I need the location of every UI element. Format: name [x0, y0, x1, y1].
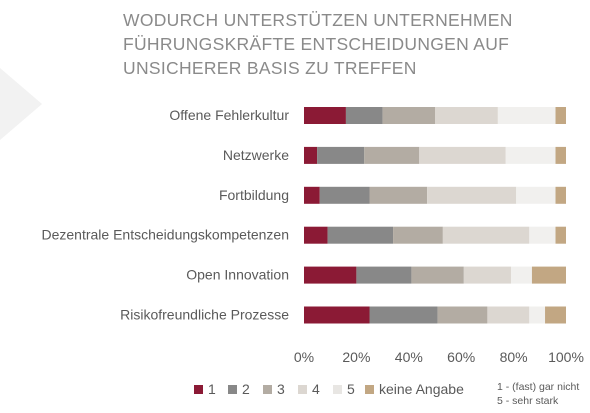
legend-label: 3	[277, 381, 285, 397]
bar-segment	[555, 107, 566, 124]
bar-segment	[442, 226, 530, 244]
decorative-arrow-shape	[0, 68, 42, 140]
bar-segment	[304, 146, 318, 164]
bar-segment	[545, 306, 566, 324]
bar-segment	[369, 306, 438, 324]
legend-swatch	[365, 385, 374, 394]
bar-segment	[411, 266, 464, 284]
x-tick-label: 40%	[395, 349, 423, 365]
chart-title-line: UNSICHERER BASIS ZU TREFFEN	[123, 58, 417, 78]
bar-segment	[304, 107, 346, 124]
category-label: Netzwerke	[223, 147, 289, 163]
bar-segment	[382, 107, 435, 124]
bar-segment	[319, 186, 370, 204]
chart-title: WODURCH UNTERSTÜTZEN UNTERNEHMEN FÜHRUNGS…	[123, 10, 513, 78]
bar-segment	[304, 186, 320, 204]
bar-segment	[505, 146, 556, 164]
bar-segment	[427, 186, 517, 204]
bar-segment	[304, 266, 357, 284]
category-label: Offene Fehlerkultur	[169, 107, 289, 123]
bar-segment	[555, 226, 566, 244]
bar-segment	[435, 107, 498, 124]
legend-label: 1	[208, 381, 216, 397]
scale-note: 1 - (fast) gar nicht 5 - sehr stark	[497, 381, 579, 407]
category-label: Risikofreundliche Prozesse	[120, 307, 289, 323]
bar-segment	[364, 146, 420, 164]
category-label: Fortbildung	[219, 187, 289, 203]
bar-segment	[369, 186, 428, 204]
x-tick-label: 100%	[548, 349, 584, 365]
chart-title-line: WODURCH UNTERSTÜTZEN UNTERNEHMEN	[123, 10, 513, 30]
bar-segment	[529, 306, 546, 324]
category-label: Dezentrale Entscheidungskompetenzen	[42, 227, 290, 243]
bar-segment	[317, 146, 365, 164]
note-line: 5 - sehr stark	[497, 395, 559, 407]
bar-segment	[437, 306, 488, 324]
bar-segment	[419, 146, 506, 164]
chart-title-line: FÜHRUNGSKRÄFTE ENTSCHEIDUNGEN AUF	[123, 34, 509, 54]
bar-segment	[531, 266, 566, 284]
legend-label: 5	[347, 381, 355, 397]
bar-segment	[529, 226, 556, 244]
bar-segment	[304, 306, 370, 324]
bar-segment	[555, 186, 566, 204]
note-line: 1 - (fast) gar nicht	[497, 381, 579, 393]
bar-segment	[510, 266, 532, 284]
category-labels: Offene Fehlerkultur Netzwerke Fortbildung D…	[42, 107, 290, 323]
bar-segment	[487, 306, 530, 324]
legend-label: 2	[242, 381, 250, 397]
x-tick-label: 60%	[447, 349, 475, 365]
bar-segment	[304, 226, 328, 244]
x-tick-label: 0%	[294, 349, 314, 365]
bar-segment	[327, 226, 394, 244]
bar-segment	[356, 266, 412, 284]
bar-segment	[555, 146, 566, 164]
x-axis-ticks: 0% 20% 40% 60% 80% 100%	[294, 349, 584, 365]
legend-label: 4	[312, 381, 320, 397]
bar-segment	[516, 186, 556, 204]
legend-swatch	[333, 385, 342, 394]
bars	[304, 107, 566, 324]
bar-segment	[393, 226, 443, 244]
category-label: Open Innovation	[186, 267, 289, 283]
legend-swatch	[194, 385, 203, 394]
bar-segment	[345, 107, 383, 124]
legend-swatch	[228, 385, 237, 394]
legend-label: keine Angabe	[379, 381, 464, 397]
bar-segment	[463, 266, 511, 284]
legend: 1 2 3 4 5 keine Angabe	[194, 381, 464, 397]
x-tick-label: 80%	[500, 349, 528, 365]
legend-swatch	[263, 385, 272, 394]
x-tick-label: 20%	[342, 349, 370, 365]
bar-segment	[497, 107, 556, 124]
legend-swatch	[298, 385, 307, 394]
